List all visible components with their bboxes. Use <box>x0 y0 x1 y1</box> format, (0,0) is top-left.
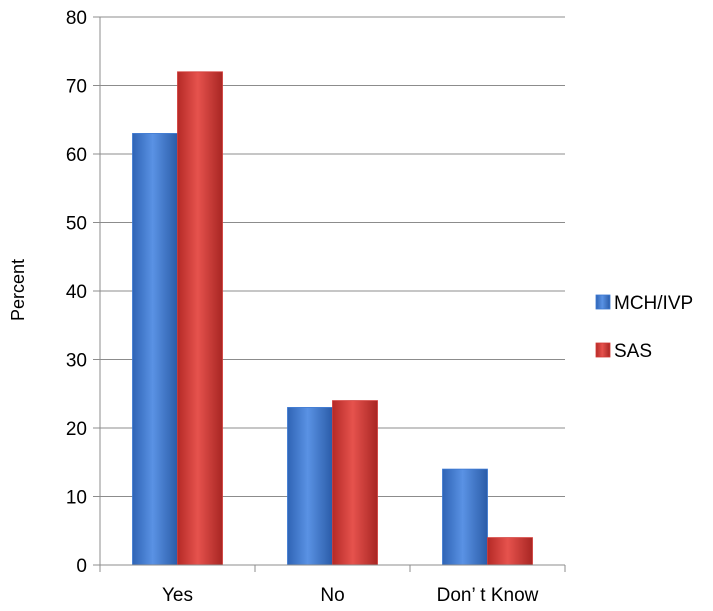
y-tick-label: 70 <box>66 77 87 98</box>
y-tick-label: 0 <box>76 556 87 577</box>
bar-mch-ivp-0 <box>132 133 178 566</box>
y-tick-label: 20 <box>66 419 87 440</box>
x-tick-label: Don’ t Know <box>437 585 539 606</box>
legend-label: SAS <box>614 341 652 362</box>
bar-sas-1 <box>332 400 378 566</box>
bar-mch-ivp-2 <box>442 468 488 566</box>
y-tick-label: 60 <box>66 145 87 166</box>
x-tick-label: Yes <box>162 585 193 606</box>
bar-mch-ivp-1 <box>287 407 333 566</box>
legend-swatch <box>595 342 611 358</box>
y-tick-label: 50 <box>66 214 87 235</box>
y-tick-labels: 0 10 20 30 40 50 60 70 80 <box>66 8 100 577</box>
legend-label: MCH/IVP <box>614 293 693 314</box>
bar-sas-2 <box>487 537 533 566</box>
legend: MCH/IVP SAS <box>595 293 693 362</box>
y-tick-label: 10 <box>66 488 87 509</box>
bars <box>132 71 533 566</box>
x-tick-labels: Yes No Don’ t Know <box>99 565 566 606</box>
x-tick-label: No <box>320 585 344 606</box>
bar-sas-0 <box>177 71 223 566</box>
y-tick-label: 40 <box>66 282 87 303</box>
y-tick-label: 80 <box>66 8 87 29</box>
legend-swatch <box>595 294 611 310</box>
y-axis-title: Percent <box>8 259 28 321</box>
y-tick-label: 30 <box>66 351 87 372</box>
